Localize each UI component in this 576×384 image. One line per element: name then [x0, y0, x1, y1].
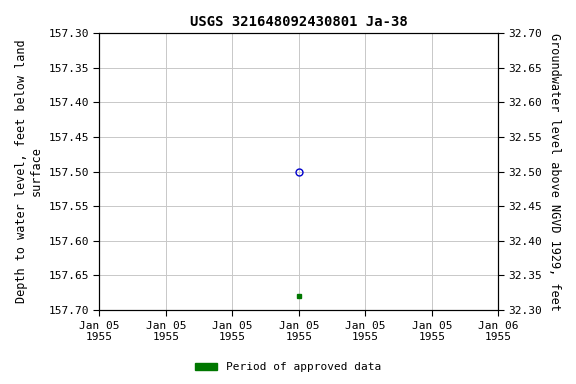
- Legend: Period of approved data: Period of approved data: [191, 358, 385, 377]
- Y-axis label: Depth to water level, feet below land
surface: Depth to water level, feet below land su…: [15, 40, 43, 303]
- Y-axis label: Groundwater level above NGVD 1929, feet: Groundwater level above NGVD 1929, feet: [548, 33, 561, 310]
- Title: USGS 321648092430801 Ja-38: USGS 321648092430801 Ja-38: [190, 15, 408, 29]
